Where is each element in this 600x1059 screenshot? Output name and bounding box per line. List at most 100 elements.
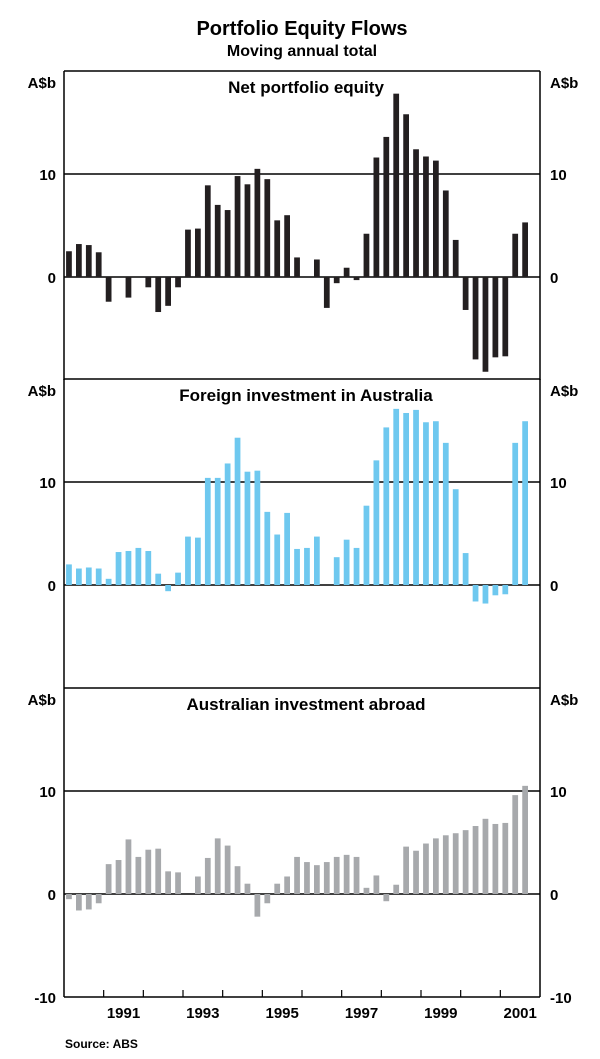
bar	[472, 826, 479, 894]
bar	[204, 185, 211, 277]
x-tick-label: 1997	[345, 1005, 378, 1022]
bar	[452, 239, 459, 277]
bar	[512, 233, 519, 277]
bar	[175, 277, 181, 288]
bar	[512, 442, 519, 585]
bar	[85, 245, 92, 277]
chart-subtitle: Moving annual total	[227, 43, 377, 60]
bar	[165, 871, 171, 894]
left-tick-label: 0	[48, 578, 56, 595]
x-tick-label: 1993	[186, 1005, 219, 1022]
bar	[125, 551, 132, 585]
right-tick-label: A$b	[550, 383, 578, 400]
x-tick-label: 2001	[504, 1005, 537, 1022]
right-tick-label: 10	[550, 167, 567, 184]
bar	[145, 551, 152, 585]
bar	[522, 785, 528, 894]
bar	[433, 421, 439, 585]
bar	[214, 838, 221, 894]
bar	[413, 149, 419, 277]
right-tick-label: 10	[550, 784, 567, 801]
bar	[155, 277, 162, 313]
bar	[333, 557, 340, 585]
bar	[363, 233, 370, 277]
bar	[165, 277, 171, 306]
bar	[175, 872, 181, 894]
bar	[423, 422, 429, 585]
bar	[452, 489, 459, 585]
bar	[224, 845, 231, 894]
bar	[482, 277, 489, 372]
bar	[155, 848, 162, 894]
bar	[204, 857, 211, 894]
bar	[264, 894, 271, 904]
bar	[185, 536, 191, 585]
bar	[165, 585, 171, 592]
bar	[224, 463, 231, 585]
right-tick-label: 0	[550, 887, 558, 904]
left-tick-label: -10	[34, 990, 56, 1007]
bar	[66, 251, 72, 277]
bar	[95, 252, 102, 277]
left-tick-label: 10	[39, 167, 56, 184]
bar	[393, 93, 400, 277]
bar	[482, 818, 489, 894]
bar	[66, 564, 72, 585]
x-tick-label: 1999	[424, 1005, 457, 1022]
bar	[234, 437, 241, 585]
bar	[155, 573, 162, 585]
bar	[195, 228, 201, 277]
bar	[254, 470, 261, 585]
bar	[383, 427, 390, 585]
bar	[492, 277, 499, 358]
bar	[115, 860, 122, 894]
bar	[333, 856, 340, 894]
x-axis: 1991 1993 1995 1997 1999 2001	[103, 990, 537, 1022]
bar	[383, 136, 390, 277]
bar	[373, 875, 380, 894]
bar	[323, 277, 330, 308]
bar	[492, 823, 499, 894]
bar	[383, 894, 390, 902]
bar	[333, 277, 340, 284]
bar	[195, 537, 201, 585]
bar	[472, 277, 479, 360]
bar	[343, 539, 350, 585]
bar	[314, 536, 320, 585]
bar	[462, 830, 469, 894]
bar	[442, 190, 449, 277]
bar	[413, 409, 419, 585]
bar	[105, 277, 112, 302]
bar	[442, 835, 449, 894]
bar	[343, 854, 350, 894]
bar	[502, 822, 509, 894]
x-tick-label: 1995	[266, 1005, 299, 1022]
bar	[125, 839, 132, 894]
left-tick-label: A$b	[28, 75, 56, 92]
bar	[393, 408, 400, 585]
bar	[204, 477, 211, 585]
bar	[462, 277, 469, 310]
bar	[433, 160, 439, 277]
panel-title: Foreign investment in Australia	[179, 386, 433, 405]
bar	[195, 876, 201, 894]
bar	[373, 460, 380, 585]
chart-title: Portfolio Equity Flows	[196, 18, 407, 40]
right-tick-label: 0	[550, 270, 558, 287]
bar	[442, 442, 449, 585]
bar	[244, 184, 251, 277]
bar	[145, 277, 152, 288]
bar	[314, 865, 320, 894]
bar	[304, 547, 310, 585]
bar	[115, 552, 122, 585]
bar	[522, 421, 528, 585]
bar	[264, 179, 271, 277]
right-tick-label: A$b	[550, 692, 578, 709]
bar	[234, 866, 241, 894]
panels-layer: Net portfolio equityA$b100A$b100Foreign …	[28, 70, 578, 1007]
bar	[353, 856, 360, 894]
left-tick-label: 10	[39, 475, 56, 492]
bar	[264, 511, 271, 585]
bar	[413, 850, 419, 894]
